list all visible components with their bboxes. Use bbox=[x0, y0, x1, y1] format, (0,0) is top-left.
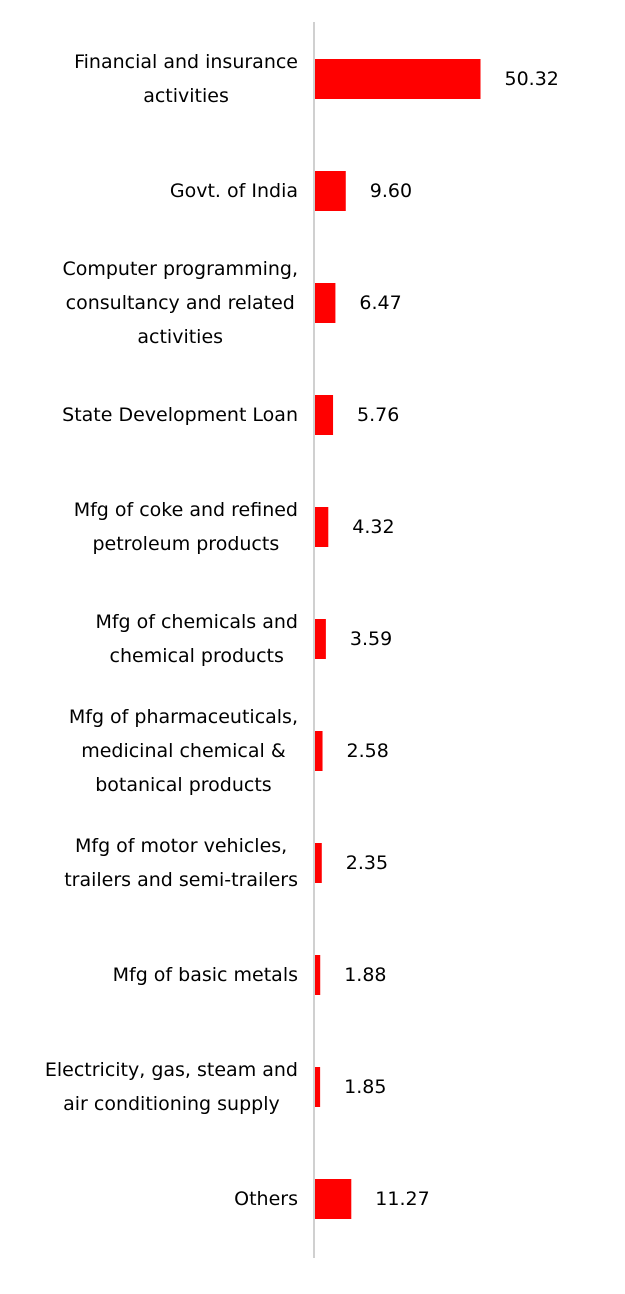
category-label-line: activities bbox=[143, 85, 229, 107]
category-label-line: consultancy and related bbox=[66, 292, 295, 314]
value-label-2: 6.47 bbox=[359, 292, 401, 314]
value-label-9: 1.85 bbox=[344, 1076, 386, 1098]
category-label-line: Financial and insurance bbox=[74, 51, 298, 73]
category-label-line: Govt. of India bbox=[170, 180, 298, 202]
category-label-line: petroleum products bbox=[92, 533, 279, 555]
value-label-8: 1.88 bbox=[344, 964, 386, 986]
bar-5 bbox=[314, 619, 326, 659]
value-label-5: 3.59 bbox=[350, 628, 392, 650]
category-label-8: Mfg of basic metals bbox=[113, 964, 298, 986]
value-label-6: 2.58 bbox=[347, 740, 389, 762]
bar-10 bbox=[314, 1179, 352, 1219]
category-label-4: Mfg of coke and refined petroleum product… bbox=[74, 499, 298, 555]
value-label-10: 11.27 bbox=[375, 1188, 429, 1210]
category-label-5: Mfg of chemicals and chemical products bbox=[95, 611, 298, 667]
category-label-line: air conditioning supply bbox=[63, 1093, 280, 1115]
bar-8 bbox=[314, 955, 321, 995]
bar-9 bbox=[314, 1067, 321, 1107]
value-label-1: 9.60 bbox=[370, 180, 412, 202]
value-label-4: 4.32 bbox=[352, 516, 394, 538]
category-label-line: chemical products bbox=[110, 645, 284, 667]
category-label-2: Computer programming, consultancy and rel… bbox=[62, 258, 298, 348]
category-label-line: Electricity, gas, steam and bbox=[45, 1059, 298, 1081]
category-label-line: Mfg of chemicals and bbox=[95, 611, 298, 633]
bar-1 bbox=[314, 171, 346, 211]
bar-6 bbox=[314, 731, 323, 771]
category-label-line: Mfg of basic metals bbox=[113, 964, 298, 986]
bars-layer bbox=[314, 59, 481, 1219]
bar-0 bbox=[314, 59, 481, 99]
category-label-line: medicinal chemical & bbox=[81, 740, 286, 762]
value-label-3: 5.76 bbox=[357, 404, 399, 426]
value-label-7: 2.35 bbox=[346, 852, 388, 874]
category-label-6: Mfg of pharmaceuticals, medicinal chemica… bbox=[69, 706, 298, 796]
category-label-line: Computer programming, bbox=[62, 258, 298, 280]
category-label-9: Electricity, gas, steam and air condition… bbox=[45, 1059, 298, 1115]
value-label-0: 50.32 bbox=[505, 68, 559, 90]
value-labels: 50.32 9.60 6.47 5.76 4.32 3.59 2.58 2.35 1.88 1.8… bbox=[344, 68, 559, 1210]
category-label-10: Others bbox=[234, 1188, 298, 1210]
category-label-line: Mfg of coke and refined bbox=[74, 499, 298, 521]
category-label-line: trailers and semi-trailers bbox=[64, 869, 298, 891]
category-label-1: Govt. of India bbox=[170, 180, 298, 202]
bar-7 bbox=[314, 843, 322, 883]
category-label-line: State Development Loan bbox=[62, 404, 298, 426]
category-label-line: botanical products bbox=[95, 774, 271, 796]
bar-4 bbox=[314, 507, 329, 547]
category-label-line: Mfg of motor vehicles, bbox=[75, 835, 287, 857]
category-label-line: Others bbox=[234, 1188, 298, 1210]
bar-3 bbox=[314, 395, 334, 435]
bar-2 bbox=[314, 283, 336, 323]
category-label-7: Mfg of motor vehicles, trailers and semi-… bbox=[64, 835, 298, 891]
category-label-line: activities bbox=[137, 326, 223, 348]
category-label-line: Mfg of pharmaceuticals, bbox=[69, 706, 298, 728]
category-label-3: State Development Loan bbox=[62, 404, 298, 426]
category-labels: Financial and insurance activities Govt. o… bbox=[45, 51, 298, 1210]
category-label-0: Financial and insurance activities bbox=[74, 51, 298, 107]
